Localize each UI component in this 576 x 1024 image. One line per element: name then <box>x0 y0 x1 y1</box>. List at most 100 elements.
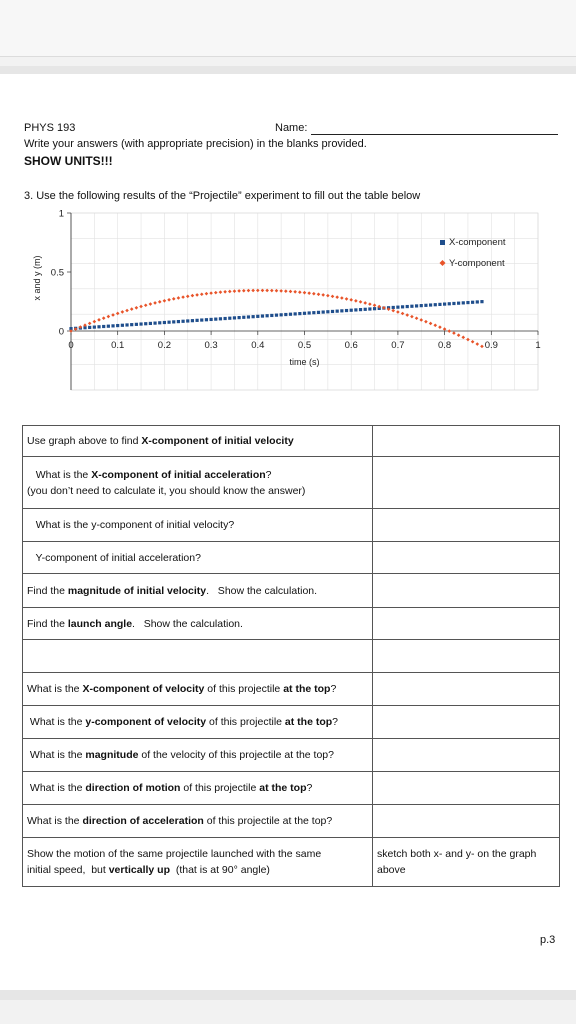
x-tick-label: 1 <box>535 340 540 351</box>
data-point-y <box>321 293 325 297</box>
table-row: What is the X-component of initial accel… <box>22 456 560 509</box>
answer-cell[interactable] <box>372 705 560 739</box>
question-text: Find the <box>27 617 68 630</box>
y-axis-label: x and y (m) <box>32 255 42 300</box>
data-point-x <box>209 317 213 322</box>
answer-cell[interactable] <box>372 639 560 673</box>
data-point-x <box>88 325 92 330</box>
data-point-y <box>298 290 302 295</box>
data-point-x <box>340 309 344 313</box>
question-text: What is the <box>27 815 83 827</box>
answer-cell[interactable] <box>372 508 560 542</box>
question-cell: What is the X-component of velocity of t… <box>22 672 373 706</box>
name-blank-line <box>311 134 558 135</box>
data-point-y <box>330 294 335 299</box>
data-point-y <box>480 344 484 349</box>
table-row: What is the direction of motion of this … <box>22 771 560 805</box>
data-point-x <box>102 324 106 329</box>
question-text: What is the <box>27 716 86 728</box>
x-axis-label: time (s) <box>290 357 320 367</box>
data-point-y <box>302 290 307 295</box>
question-cell: What is the magnitude of the velocity of… <box>22 738 373 772</box>
data-point-y <box>176 296 181 300</box>
data-point-y <box>260 288 265 293</box>
question-emphasis: at the top <box>284 716 333 728</box>
data-point-y <box>195 293 199 297</box>
data-point-x <box>372 307 377 311</box>
data-point-y <box>148 302 153 306</box>
answer-cell[interactable] <box>372 672 560 706</box>
table-row: Find the magnitude of initial velocity. … <box>22 573 560 608</box>
data-point-x <box>256 314 260 318</box>
x-tick-label: 0 <box>68 340 73 351</box>
data-point-y <box>456 333 461 338</box>
question-emphasis: at the top <box>259 782 307 794</box>
data-point-y <box>349 298 353 302</box>
data-point-x <box>400 305 405 309</box>
data-point-x <box>176 319 181 324</box>
question-text: What is the <box>27 782 86 794</box>
show-units-warning: SHOW UNITS!!! <box>24 154 113 168</box>
data-point-y <box>424 319 428 324</box>
answer-cell[interactable] <box>372 771 560 805</box>
data-point-y <box>475 342 480 346</box>
question-emphasis: direction of acceleration <box>82 815 204 827</box>
question-text: of this projectile <box>204 683 284 695</box>
data-point-y <box>190 293 195 298</box>
data-point-x <box>139 322 143 326</box>
question-emphasis: at the top <box>283 683 331 695</box>
data-point-y <box>326 293 330 298</box>
table-row: Use graph above to find X-component of i… <box>22 425 560 457</box>
data-point-x <box>144 322 148 326</box>
question-text: What is the <box>27 683 83 695</box>
data-point-x <box>279 313 283 317</box>
answer-cell[interactable] <box>372 541 560 574</box>
data-point-y <box>470 339 475 344</box>
question-text: ? <box>332 716 339 728</box>
data-point-y <box>218 290 223 294</box>
y-tick-label: 1 <box>59 209 64 220</box>
question-text: Y-component of initial acceleration? <box>27 551 201 564</box>
data-point-x <box>377 306 381 310</box>
data-point-x <box>447 302 451 306</box>
data-point-y <box>386 307 391 311</box>
data-point-y <box>120 310 125 314</box>
legend-swatch-y <box>439 260 446 266</box>
question-emphasis: magnitude of initial velocity <box>67 584 207 597</box>
question-text: Use graph above to find <box>27 435 142 447</box>
data-point-x <box>307 311 311 315</box>
question-text: What is the <box>27 468 92 481</box>
answer-cell[interactable] <box>372 425 560 457</box>
question-text: Find the <box>27 584 68 597</box>
data-point-y <box>143 303 148 308</box>
answer-cell[interactable] <box>372 573 560 608</box>
question-cell: Use graph above to find X-component of i… <box>22 425 373 457</box>
data-point-y <box>452 331 456 335</box>
data-point-x <box>223 316 227 321</box>
table-row: Find the launch angle. Show the calculat… <box>22 607 560 640</box>
data-point-x <box>172 320 176 324</box>
answer-cell[interactable] <box>372 738 560 772</box>
data-point-x <box>457 301 461 305</box>
question-emphasis: direction of motion <box>85 782 181 794</box>
answer-cell[interactable] <box>372 607 560 640</box>
instructions: Write your answers (with appropriate pre… <box>24 138 367 150</box>
page-bottom-gutter <box>0 990 576 1000</box>
question-cell: Y-component of initial acceleration? <box>22 541 373 574</box>
table-row: What is the X-component of velocity of t… <box>22 672 560 706</box>
data-point-x <box>368 307 372 311</box>
data-point-x <box>302 311 307 315</box>
data-point-x <box>405 304 409 309</box>
question-cell <box>22 639 373 673</box>
answer-cell[interactable]: sketch both x- and y- on the graph above <box>372 837 560 887</box>
y-tick-label: 0 <box>59 327 64 338</box>
data-point-y <box>157 300 162 304</box>
data-point-x <box>265 314 269 318</box>
answer-cell[interactable] <box>372 456 560 509</box>
question-text: of this projectile at the top? <box>203 815 333 827</box>
answer-cell[interactable] <box>372 804 560 838</box>
data-point-x <box>433 303 437 307</box>
data-point-x <box>228 316 232 320</box>
data-point-x <box>214 317 218 321</box>
data-point-y <box>241 288 246 293</box>
